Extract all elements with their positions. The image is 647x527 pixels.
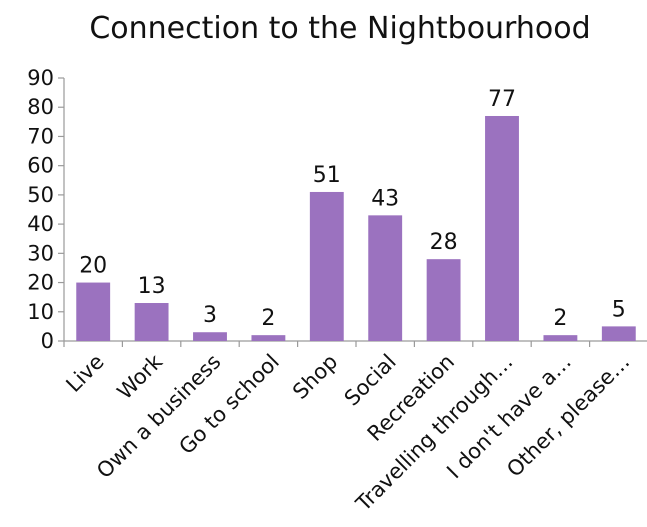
data-label: 43 [371, 186, 399, 211]
bar [309, 191, 344, 341]
bar [601, 326, 636, 341]
bar [251, 335, 286, 341]
bar [426, 259, 461, 341]
y-tick-label: 70 [27, 124, 54, 148]
data-label: 77 [488, 87, 516, 112]
y-tick-label: 60 [27, 154, 54, 178]
data-label: 2 [261, 306, 275, 331]
y-tick-label: 90 [27, 66, 54, 90]
y-tick-label: 30 [27, 241, 54, 265]
data-label: 20 [79, 254, 107, 279]
y-tick-label: 20 [27, 271, 54, 295]
data-label: 2 [553, 306, 567, 331]
chart-title: Connection to the Nightbourhood [89, 11, 590, 46]
x-tick-label: Live [61, 350, 108, 397]
bar [134, 303, 169, 341]
data-label: 51 [313, 163, 341, 188]
bar [76, 282, 111, 341]
y-tick-label: 0 [41, 329, 54, 353]
bar [485, 115, 519, 341]
bar [368, 215, 403, 341]
y-tick-label: 50 [27, 183, 54, 207]
bar [543, 335, 578, 341]
y-tick-label: 80 [27, 95, 54, 119]
x-tick-label: Work [113, 349, 168, 404]
y-tick-label: 10 [27, 300, 54, 324]
y-tick-label: 40 [27, 212, 54, 236]
data-label: 3 [203, 303, 217, 328]
bar [193, 332, 227, 341]
data-label: 5 [612, 297, 626, 322]
data-label: 28 [430, 230, 458, 255]
data-label: 13 [138, 274, 166, 299]
x-tick-label: Shop [288, 350, 342, 404]
